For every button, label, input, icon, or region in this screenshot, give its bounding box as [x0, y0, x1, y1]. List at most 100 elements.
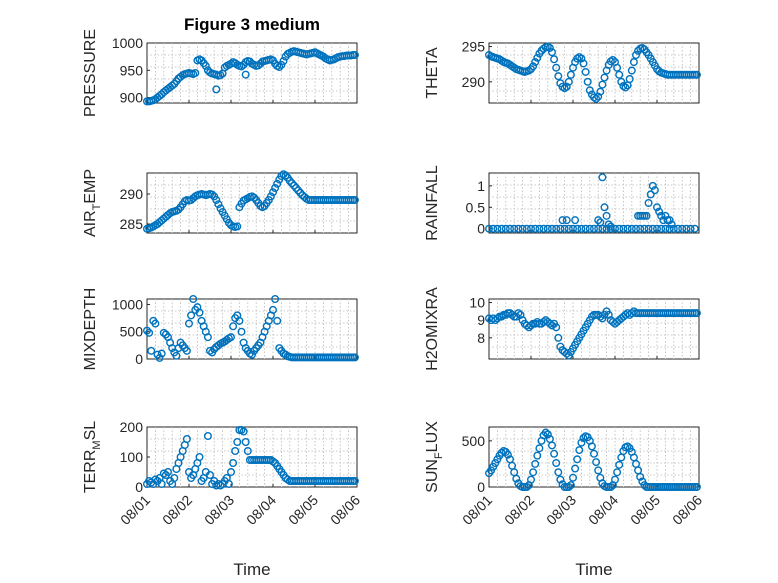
- data-point: [501, 224, 510, 233]
- data-point: [510, 224, 519, 233]
- y-tick-label: 285: [120, 216, 144, 232]
- data-point: [273, 316, 282, 325]
- data-point: [665, 216, 674, 225]
- data-point: [533, 451, 542, 460]
- data-point: [562, 349, 571, 358]
- plot-area: [488, 298, 700, 360]
- data-point: [201, 61, 210, 70]
- y-tick-label: 9: [477, 312, 485, 328]
- data-point: [290, 181, 299, 190]
- data-point: [269, 305, 278, 314]
- data-point: [569, 224, 578, 233]
- data-point: [602, 211, 611, 220]
- data-point: [562, 82, 571, 91]
- data-point: [529, 62, 538, 71]
- y-tick-label: 0: [477, 221, 485, 237]
- data-point: [294, 186, 303, 195]
- data-point: [554, 333, 563, 342]
- data-point: [191, 68, 200, 77]
- y-tick-label: 500: [462, 433, 486, 449]
- data-point: [241, 70, 250, 79]
- data-point: [239, 427, 248, 436]
- data-point: [569, 473, 578, 482]
- y-tick-label: 900: [120, 90, 144, 106]
- data-point: [617, 77, 626, 86]
- data-point: [636, 472, 645, 481]
- data-point: [142, 326, 151, 335]
- data-point: [159, 328, 168, 337]
- data-point: [548, 321, 557, 330]
- data-point: [203, 432, 212, 441]
- data-point: [632, 224, 641, 233]
- data-point: [602, 224, 611, 233]
- data-point: [669, 224, 678, 233]
- data-point: [692, 483, 701, 492]
- data-point: [598, 80, 607, 89]
- y-tick-label: 8: [477, 330, 485, 346]
- data-point: [550, 55, 559, 64]
- data-point: [292, 183, 301, 192]
- data-point: [552, 459, 561, 468]
- data-point: [611, 224, 620, 233]
- x-tick-label: 08/05: [285, 492, 321, 528]
- y-tick-label: 1000: [112, 296, 143, 312]
- data-point: [182, 346, 191, 355]
- data-point: [596, 218, 605, 227]
- data-point: [615, 224, 624, 233]
- data-point: [636, 224, 645, 233]
- data-point: [554, 468, 563, 477]
- data-point: [581, 224, 590, 233]
- data-point: [275, 63, 284, 72]
- data-point: [157, 480, 166, 489]
- y-tick-label: 100: [120, 449, 144, 465]
- data-point: [564, 483, 573, 492]
- data-point: [608, 55, 617, 64]
- data-point: [170, 474, 179, 483]
- data-point: [527, 475, 536, 484]
- data-point: [556, 475, 565, 484]
- data-point: [650, 186, 659, 195]
- data-point: [493, 224, 502, 233]
- data-point: [552, 224, 561, 233]
- data-point: [512, 474, 521, 483]
- data-point: [214, 200, 223, 209]
- y-axis-label: THETA: [424, 47, 441, 99]
- data-point: [644, 198, 653, 207]
- x-tick-label: 08/01: [459, 492, 495, 528]
- data-point: [250, 193, 259, 202]
- x-tick-label: 08/06: [327, 492, 363, 528]
- data-point: [226, 333, 235, 342]
- data-point: [615, 70, 624, 79]
- data-point: [657, 224, 666, 233]
- data-point: [564, 77, 573, 86]
- subplot-pressure: 900 950 1000 PRESSURE: [82, 29, 359, 117]
- data-point: [485, 224, 494, 233]
- data-point: [648, 181, 657, 190]
- x-tick-label: 08/03: [201, 492, 237, 528]
- y-tick-label: 1: [477, 178, 485, 194]
- data-point: [208, 190, 217, 199]
- data-point: [243, 447, 252, 456]
- data-point: [279, 57, 288, 66]
- data-point: [216, 71, 225, 80]
- data-point: [577, 224, 586, 233]
- data-point: [692, 309, 701, 318]
- data-point: [529, 468, 538, 477]
- data-point: [174, 205, 183, 214]
- data-point: [629, 58, 638, 67]
- data-point: [531, 459, 540, 468]
- x-tick-label: 08/02: [159, 492, 195, 528]
- data-point: [552, 323, 561, 332]
- data-point: [623, 442, 632, 451]
- data-point: [497, 224, 506, 233]
- data-point: [281, 350, 290, 359]
- y-tick-label: 10: [469, 295, 485, 311]
- data-point: [266, 192, 275, 201]
- data-point: [163, 468, 172, 477]
- data-point: [522, 224, 531, 233]
- data-point: [653, 203, 662, 212]
- y-tick-label: 295: [462, 39, 486, 55]
- data-point: [674, 224, 683, 233]
- x-tick-label: 08/02: [501, 492, 537, 528]
- data-point: [562, 216, 571, 225]
